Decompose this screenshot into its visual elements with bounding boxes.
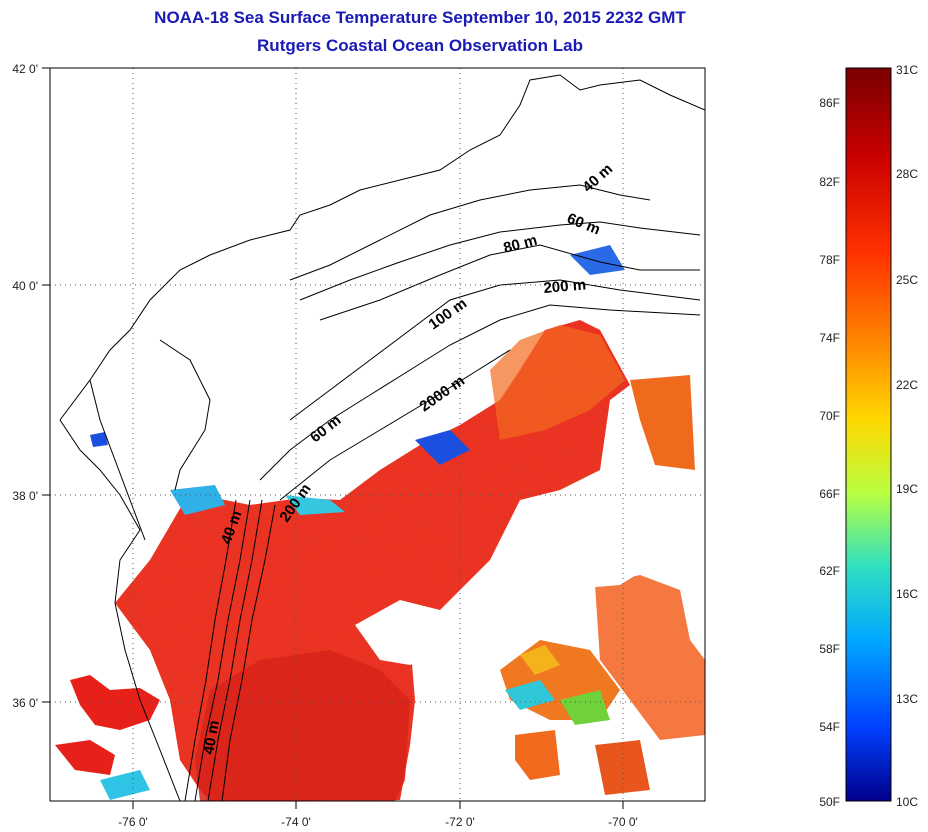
cb-c-28: 28C — [896, 167, 918, 181]
cb-f-62: 62F — [819, 564, 840, 578]
sst-cool-bay — [90, 432, 108, 447]
sst-patch-e — [630, 375, 695, 470]
cb-f-50: 50F — [819, 795, 840, 809]
cb-c-31: 31C — [896, 63, 918, 77]
lon-label-76: -76 0' — [118, 815, 148, 829]
cloud-gap-2 — [520, 500, 660, 590]
cb-f-74: 74F — [819, 331, 840, 345]
isobath-shelf-south-4 — [184, 499, 237, 801]
cb-f-78: 78F — [819, 253, 840, 267]
sst-field — [55, 245, 705, 801]
contour-label-80m: 80 m — [502, 232, 539, 257]
cb-c-22: 22C — [896, 378, 918, 392]
cb-f-58: 58F — [819, 642, 840, 656]
coastline — [59, 74, 705, 421]
sst-cool-delmarva — [170, 485, 225, 515]
cb-f-54: 54F — [819, 720, 840, 734]
map-subtitle: Rutgers Coastal Ocean Observation Lab — [257, 36, 583, 55]
lat-label-42: 42 0' — [12, 62, 38, 76]
isobath-60-north — [299, 221, 701, 301]
sst-cool-nshelf — [570, 245, 625, 275]
cb-c-19: 19C — [896, 482, 918, 496]
coastline-linework — [59, 74, 705, 801]
sst-green-se — [560, 690, 610, 725]
isobath-40-north — [289, 184, 651, 281]
contour-label-60m-mid: 60 m — [307, 412, 344, 446]
lon-label-72: -72 0' — [445, 815, 475, 829]
isobath-2000 — [279, 349, 511, 501]
contour-label-200m-ne: 200 m — [543, 276, 587, 297]
sst-cool-edge — [285, 495, 345, 515]
isobath-200 — [259, 304, 701, 481]
cb-c-25: 25C — [896, 273, 918, 287]
sst-orange-east — [595, 575, 705, 740]
sst-cool-mid — [415, 430, 470, 465]
lon-label-74: -74 0' — [281, 815, 311, 829]
contour-label-40m-south: 40 m — [200, 719, 223, 756]
sst-cool-sw — [100, 770, 150, 800]
cb-c-10: 10C — [896, 795, 918, 809]
cb-f-70: 70F — [819, 409, 840, 423]
chesapeake-bay — [89, 379, 146, 541]
map-frame — [49, 67, 706, 802]
isobath-shelf-south-3 — [221, 504, 276, 801]
contour-label-40m-ne: 40 m — [579, 160, 616, 196]
sst-orange-region — [490, 325, 625, 440]
isobath-100 — [289, 279, 701, 421]
lat-label-38: 38 0' — [12, 489, 38, 503]
map-title: NOAA-18 Sea Surface Temperature Septembe… — [154, 8, 686, 27]
cb-c-13: 13C — [896, 692, 918, 706]
cloud-gap-1 — [355, 600, 445, 665]
colorbar-f-labels: 86F 82F 78F 74F 70F 66F 62F 58F 54F 50F — [819, 96, 840, 809]
sst-cool-se — [505, 680, 555, 710]
cb-c-16: 16C — [896, 587, 918, 601]
isobath-shelf-south-2 — [207, 499, 263, 801]
contour-label-100m: 100 m — [426, 295, 471, 333]
sst-albemarle — [55, 740, 115, 775]
cb-f-82: 82F — [819, 175, 840, 189]
graticule — [50, 68, 705, 801]
cb-f-86: 86F — [819, 96, 840, 110]
sst-patch-se4 — [595, 740, 650, 795]
delaware-bay — [159, 339, 211, 491]
isobath-shelf-south-1 — [194, 499, 251, 801]
colorbar — [845, 67, 892, 802]
coastline-south — [59, 419, 181, 801]
lon-label-70: -70 0' — [608, 815, 638, 829]
sst-patch-se2 — [520, 645, 560, 675]
contour-label-60m-ne: 60 m — [565, 210, 603, 239]
colorbar-c-labels: 31C 28C 25C 22C 19C 16C 13C 10C — [896, 63, 918, 809]
sst-patch-se3 — [515, 730, 560, 780]
lat-label-40: 40 0' — [12, 279, 38, 293]
sst-hot-region — [195, 650, 410, 801]
tick-marks — [42, 67, 624, 809]
lat-label-36: 36 0' — [12, 696, 38, 710]
isobath-80-north — [319, 244, 700, 321]
cb-f-66: 66F — [819, 487, 840, 501]
